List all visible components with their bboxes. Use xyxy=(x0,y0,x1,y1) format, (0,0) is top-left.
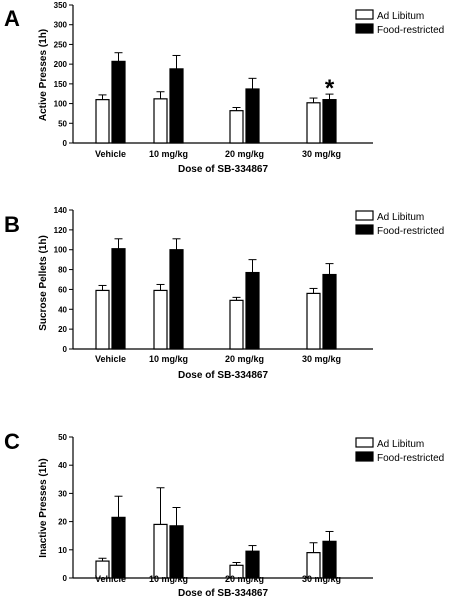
y-tick-label: 0 xyxy=(63,345,68,354)
x-axis-label: Dose of SB-334867 xyxy=(178,164,268,175)
y-tick-label: 140 xyxy=(54,206,68,215)
bar-food-restricted xyxy=(245,88,260,144)
y-tick-label: 150 xyxy=(54,80,68,89)
y-tick-label: 40 xyxy=(58,461,67,470)
bar-ad-libitum xyxy=(153,98,168,144)
legend-swatch xyxy=(355,451,374,462)
y-tick-label: 80 xyxy=(58,266,67,275)
bar-food-restricted xyxy=(322,99,337,144)
bar-food-restricted xyxy=(111,60,126,144)
y-axis-label: Active Presses (1h) xyxy=(38,29,49,121)
bar-food-restricted xyxy=(169,68,184,144)
legend-label: Food-restricted xyxy=(377,453,444,464)
legend-swatch xyxy=(355,224,374,235)
y-tick-label: 50 xyxy=(58,433,67,442)
panel-letter: A xyxy=(4,6,20,31)
bar-ad-libitum xyxy=(229,564,244,579)
legend-label: Ad Libitum xyxy=(377,11,424,22)
bar-food-restricted xyxy=(245,550,260,579)
legend-label: Ad Libitum xyxy=(377,439,424,450)
bar-ad-libitum xyxy=(229,299,244,350)
y-tick-label: 120 xyxy=(54,226,68,235)
x-tick-label: Vehicle xyxy=(95,574,126,584)
y-tick-label: 10 xyxy=(58,546,67,555)
legend-swatch xyxy=(355,9,374,20)
bar-food-restricted xyxy=(111,516,126,579)
y-tick-label: 250 xyxy=(54,40,68,49)
legend-swatch xyxy=(355,23,374,34)
legend-label: Food-restricted xyxy=(377,25,444,36)
y-axis-label: Sucrose Pellets (1h) xyxy=(38,235,49,331)
bar-ad-libitum xyxy=(306,102,321,144)
bar-ad-libitum xyxy=(306,292,321,350)
bar-food-restricted xyxy=(111,248,126,350)
bar-ad-libitum xyxy=(95,289,110,350)
panel-letter: B xyxy=(4,212,20,237)
bar-ad-libitum xyxy=(306,552,321,579)
significance-asterisk: * xyxy=(325,75,335,102)
y-tick-label: 50 xyxy=(58,119,67,128)
bar-food-restricted xyxy=(322,273,337,350)
x-tick-label: 30 mg/kg xyxy=(302,354,341,364)
x-axis-label: Dose of SB-334867 xyxy=(178,588,268,599)
y-tick-label: 300 xyxy=(54,21,68,30)
y-tick-label: 0 xyxy=(63,139,68,148)
y-tick-label: 40 xyxy=(58,305,67,314)
y-tick-label: 200 xyxy=(54,60,68,69)
x-tick-label: 20 mg/kg xyxy=(225,354,264,364)
legend-label: Food-restricted xyxy=(377,226,444,237)
legend-label: Ad Libitum xyxy=(377,212,424,223)
y-tick-label: 0 xyxy=(63,574,68,583)
x-tick-label: Vehicle xyxy=(95,149,126,159)
x-tick-label: 20 mg/kg xyxy=(225,149,264,159)
chart-panel-b: B 0 20 40 60 80 100 120 140 Sucrose Pellets (1h) V… xyxy=(4,206,444,381)
y-tick-label: 100 xyxy=(54,246,68,255)
y-tick-label: 60 xyxy=(58,285,67,294)
y-tick-label: 20 xyxy=(58,325,67,334)
x-tick-label: 30 mg/kg xyxy=(302,574,341,584)
y-tick-label: 20 xyxy=(58,518,67,527)
bar-ad-libitum xyxy=(95,99,110,144)
y-tick-label: 100 xyxy=(54,100,68,109)
x-tick-label: 20 mg/kg xyxy=(225,574,264,584)
x-axis-label: Dose of SB-334867 xyxy=(178,370,268,381)
bar-food-restricted xyxy=(169,249,184,350)
bar-food-restricted xyxy=(169,525,184,579)
y-tick-label: 30 xyxy=(58,489,67,498)
x-tick-label: 10 mg/kg xyxy=(149,149,188,159)
chart-panel-a: A 0 50 100 150 200 250 300 350 Active Presses (1h… xyxy=(4,1,444,175)
x-tick-label: Vehicle xyxy=(95,354,126,364)
x-tick-label: 30 mg/kg xyxy=(302,149,341,159)
legend-swatch xyxy=(355,437,374,448)
bar-ad-libitum xyxy=(153,523,168,579)
bar-food-restricted xyxy=(322,540,337,579)
chart-panel-c: C 0 10 20 30 40 50 Inactive Presses (1h) Vehicle… xyxy=(4,429,444,599)
bar-ad-libitum xyxy=(95,560,110,579)
legend-swatch xyxy=(355,210,374,221)
y-tick-label: 350 xyxy=(54,1,68,10)
y-axis-label: Inactive Presses (1h) xyxy=(38,458,49,558)
x-tick-label: 10 mg/kg xyxy=(149,574,188,584)
bar-ad-libitum xyxy=(229,110,244,144)
bar-ad-libitum xyxy=(153,289,168,350)
bar-food-restricted xyxy=(245,271,260,350)
panel-letter: C xyxy=(4,429,20,454)
x-tick-label: 10 mg/kg xyxy=(149,354,188,364)
